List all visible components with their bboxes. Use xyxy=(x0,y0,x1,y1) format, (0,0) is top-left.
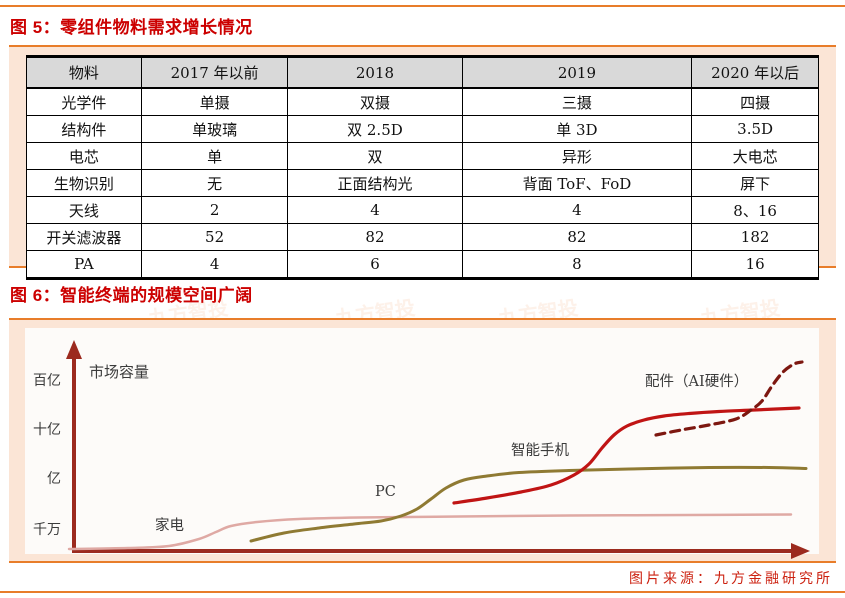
series-label: 家电 xyxy=(155,517,184,534)
figure6-panel: 百亿十亿亿千万 市场容量家电 PC 智能手机 配件（AI硬件） xyxy=(9,318,836,563)
series-curve xyxy=(67,513,793,551)
table-cell: 单玻璃 xyxy=(140,115,289,143)
series-curve xyxy=(452,406,801,505)
table-header-cell: 2017 年以前 xyxy=(140,56,289,89)
y-axis-title: 市场容量 xyxy=(89,363,149,381)
x-axis-arrow xyxy=(791,543,810,559)
y-tick-label: 十亿 xyxy=(33,422,61,438)
table-row: 天线 2 4 4 8、16 xyxy=(26,196,819,224)
table-cell: 单摄 xyxy=(140,87,289,116)
table-row: 结构件 单玻璃双 2.5D 单 3D 3.5D xyxy=(26,115,819,143)
table-cell: 6 xyxy=(287,250,463,279)
table-cell: 8 xyxy=(461,250,693,279)
table-row: 光学件 单摄 双摄 三摄 四摄 xyxy=(26,87,819,116)
table-cell: 生物识别 xyxy=(26,169,142,197)
top-divider xyxy=(0,5,845,7)
y-tick-label: 亿 xyxy=(47,471,61,487)
materials-table: 物料 2017 年以前 2018 2019 2020 年以后 光学件 单摄 双摄 三摄 四摄 结构… xyxy=(26,55,819,280)
table-cell: 天线 xyxy=(26,196,142,224)
table-cell: 4 xyxy=(287,196,463,224)
table-cell: 结构件 xyxy=(26,115,142,143)
y-tick-label: 千万 xyxy=(33,522,61,538)
table-cell: 无 xyxy=(140,169,289,197)
table-cell: 2 xyxy=(140,196,289,224)
table-row: 生物识别无正面结构光 背面 ToF、FoD 屏下 xyxy=(26,169,819,197)
y-axis-arrow xyxy=(66,340,82,359)
table-cell: 异形 xyxy=(461,142,693,170)
bottom-divider xyxy=(0,591,845,593)
table-cell: 背面 ToF、FoD xyxy=(461,169,693,197)
table-cell: 单 3D xyxy=(461,115,693,143)
table-row: 开关滤波器 52 82 82 182 xyxy=(26,223,819,251)
table-header-cell: 物料 xyxy=(26,56,142,89)
table-cell: 双摄 xyxy=(287,87,463,116)
table-body: 光学件 单摄 双摄 三摄 四摄 结构件 单玻璃双 2.5D 单 3D 3.5D 电芯单双异形 大电芯… xyxy=(26,87,819,279)
image-source-caption: 图片来源：九方金融研究所 xyxy=(629,571,833,587)
table-header-row: 物料 2017 年以前 2018 2019 2020 年以后 xyxy=(26,56,819,89)
table-row: PA 4 6 8 16 xyxy=(26,250,819,279)
table-cell: 双 xyxy=(287,142,463,170)
table-cell: 82 xyxy=(287,223,463,251)
table-cell: 16 xyxy=(691,250,819,279)
table-cell: 52 xyxy=(140,223,289,251)
table-cell: 82 xyxy=(461,223,693,251)
series-curve xyxy=(249,465,808,543)
figure5-panel: 物料 2017 年以前 2018 2019 2020 年以后 光学件 单摄 双摄 三摄 四摄 结构… xyxy=(9,45,836,280)
series-label: 智能手机 xyxy=(511,442,569,459)
table-cell: 屏下 xyxy=(691,169,819,197)
series-curve xyxy=(654,360,804,437)
table-cell: 大电芯 xyxy=(691,142,819,170)
table-cell: 四摄 xyxy=(691,87,819,116)
table-cell: 开关滤波器 xyxy=(26,223,142,251)
table-cell: 4 xyxy=(461,196,693,224)
table-header-cell: 2019 xyxy=(461,56,693,89)
table-header-cell: 2018 xyxy=(287,56,463,89)
table-cell: 单 xyxy=(140,142,289,170)
series-label: PC xyxy=(375,484,396,500)
table-cell: 光学件 xyxy=(26,87,142,116)
y-tick-label: 百亿 xyxy=(33,373,61,389)
table-row: 电芯单双异形 大电芯 xyxy=(26,142,819,170)
table-cell: 3.5D xyxy=(691,115,819,143)
table-cell: 8、16 xyxy=(691,196,819,224)
figure6-title: 图 6：智能终端的规模空间广阔 xyxy=(10,286,253,305)
table-cell: 三摄 xyxy=(461,87,693,116)
table-header-cell: 2020 年以后 xyxy=(691,56,819,89)
table-cell: PA xyxy=(26,250,142,279)
table-cell: 182 xyxy=(691,223,819,251)
table-cell: 正面结构光 xyxy=(287,169,463,197)
table-cell: 双 2.5D xyxy=(287,115,463,143)
chart-canvas xyxy=(25,328,819,554)
table-cell: 4 xyxy=(140,250,289,279)
series-label: 配件（AI硬件） xyxy=(645,373,748,390)
figure5-title: 图 5：零组件物料需求增长情况 xyxy=(10,18,253,37)
table-cell: 电芯 xyxy=(26,142,142,170)
